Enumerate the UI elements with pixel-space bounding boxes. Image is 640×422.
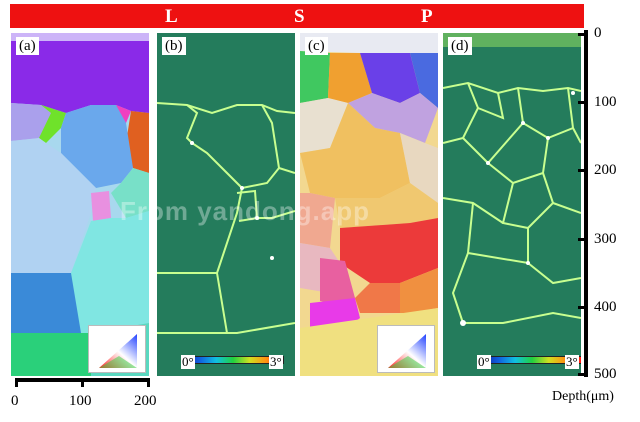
- panel-label-a: (a): [16, 37, 39, 55]
- kam-map-b-image: [157, 33, 295, 376]
- panel-a-ipf-map: (a): [11, 33, 149, 376]
- ipf-triangle-icon: [388, 334, 426, 368]
- colorbar-min-b: 0°: [181, 354, 195, 369]
- depth-axis: [584, 30, 588, 377]
- scale-tick-100: [81, 378, 84, 387]
- depth-label-0: 0: [594, 25, 602, 41]
- region-banner: L S P: [10, 4, 584, 28]
- depth-label-100: 100: [594, 94, 617, 110]
- panel-c-ipf-map: (c): [300, 33, 438, 376]
- ipf-map-c-image: [300, 33, 438, 376]
- colorbar-max-b: 3°: [269, 354, 283, 369]
- ipf-triangle-legend-c: [377, 325, 435, 373]
- scale-label-200: 200: [134, 393, 157, 409]
- scale-tick-0: [15, 378, 18, 387]
- depth-label-300: 300: [594, 231, 617, 247]
- depth-tick-300: [578, 238, 586, 241]
- panel-label-b: (b): [162, 37, 186, 55]
- panel-label-c: (c): [305, 37, 328, 55]
- depth-tick-100: [578, 101, 586, 104]
- scale-label-0: 0: [11, 393, 19, 409]
- depth-label-500: 500: [594, 366, 617, 382]
- depth-tick-400: [578, 306, 586, 309]
- scale-label-100: 100: [69, 393, 92, 409]
- kam-map-d-image: [443, 33, 581, 376]
- panel-d-kam-map: (d) 0° 3°: [443, 33, 581, 376]
- colorbar-min-d: 0°: [477, 354, 491, 369]
- depth-tick-200: [578, 169, 586, 172]
- depth-label-400: 400: [594, 299, 617, 315]
- scale-tick-200: [147, 378, 150, 387]
- depth-tick-500: [578, 373, 586, 376]
- colorbar-max-d: 3°: [565, 354, 579, 369]
- depth-tick-0: [578, 33, 586, 36]
- depth-label-200: 200: [594, 162, 617, 178]
- depth-axis-title: Depth(μm): [552, 389, 614, 404]
- banner-letter-l: L: [165, 6, 178, 27]
- panel-b-kam-map: (b) 0° 3°: [157, 33, 295, 376]
- panel-label-d: (d): [448, 37, 472, 55]
- ipf-triangle-icon: [99, 334, 137, 368]
- ipf-triangle-legend-a: [88, 325, 146, 373]
- banner-letter-s: S: [294, 6, 305, 27]
- watermark: From yandong.app: [120, 196, 370, 226]
- banner-letter-p: P: [421, 6, 433, 27]
